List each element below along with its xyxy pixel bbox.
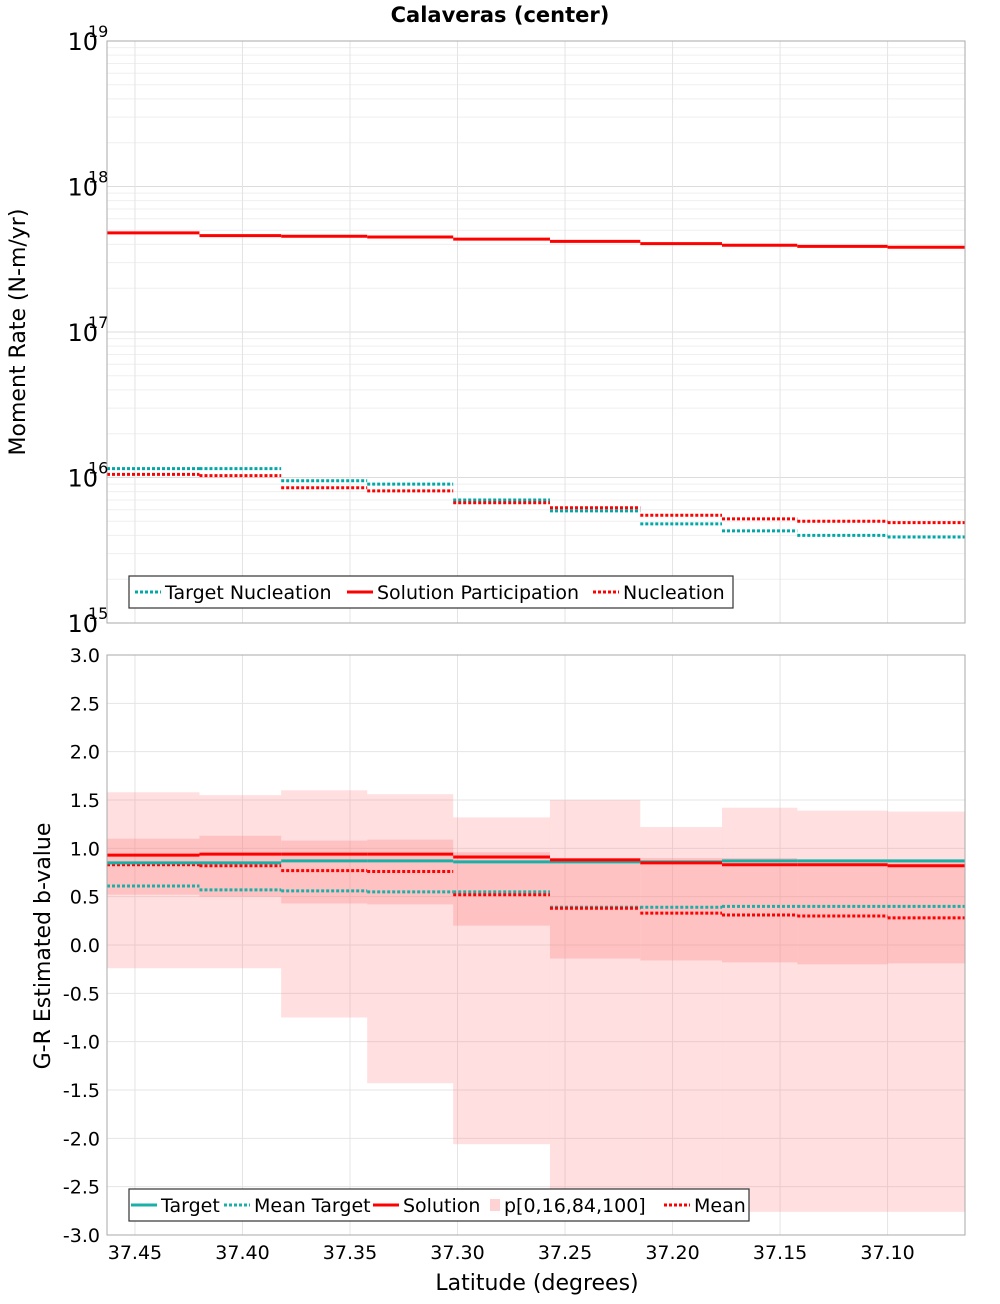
y-tick-label: -3.0 xyxy=(63,1225,100,1247)
y-tick-label-base: 10 xyxy=(67,319,98,347)
x-tick-label: 37.20 xyxy=(645,1242,699,1264)
legend-box xyxy=(128,575,734,609)
legend-label: Mean Target xyxy=(254,1195,371,1217)
top-plot-frame xyxy=(106,40,966,624)
band-p0-p100 xyxy=(797,810,888,1212)
legend-label: Mean xyxy=(694,1195,746,1217)
y-tick-label: 2.5 xyxy=(70,693,100,715)
y-tick-label: -0.5 xyxy=(63,983,100,1005)
y-tick-label: -1.5 xyxy=(63,1080,100,1102)
y-tick-label-exponent: 17 xyxy=(88,313,108,332)
y-tick-label: -1.0 xyxy=(63,1032,100,1054)
top-panel-y-axis-label: Moment Rate (N-m/yr) xyxy=(6,209,31,456)
y-tick-label: 0.5 xyxy=(70,887,100,909)
y-tick-label: 2.0 xyxy=(70,742,100,764)
x-tick-label: 37.30 xyxy=(430,1242,484,1264)
bottom-legend: Target Mean Target Solution p[0,16,84,100] M… xyxy=(128,1188,750,1222)
chart-title: Calaveras (center) xyxy=(391,3,610,27)
legend-label: Target Nucleation xyxy=(164,582,332,604)
x-tick-label: 37.40 xyxy=(215,1242,269,1264)
band-p0-p100 xyxy=(640,827,723,1212)
band-p0-p100 xyxy=(281,790,368,1018)
band-p0-p100 xyxy=(199,795,282,969)
y-tick-label-base: 10 xyxy=(67,465,98,493)
x-tick-label: 37.35 xyxy=(323,1242,377,1264)
band-p0-p100 xyxy=(107,792,200,969)
x-tick-label: 37.25 xyxy=(538,1242,592,1264)
y-tick-label: 3.0 xyxy=(70,645,100,667)
y-tick-label-base: 10 xyxy=(67,174,98,202)
band-p16-p84 xyxy=(887,859,965,964)
y-tick-label: 0.0 xyxy=(70,935,100,957)
band-p16-p84 xyxy=(722,858,798,963)
y-tick-label-exponent: 18 xyxy=(88,168,108,187)
y-tick-label-exponent: 19 xyxy=(88,22,108,41)
top-legend: Target Nucleation Solution Participation N… xyxy=(128,575,734,609)
y-tick-label-base: 10 xyxy=(67,610,98,638)
legend-label: Target xyxy=(160,1195,220,1217)
y-tick-label: 1.0 xyxy=(70,838,100,860)
x-tick-label: 37.10 xyxy=(860,1242,914,1264)
legend-label: p[0,16,84,100] xyxy=(504,1195,646,1217)
plot-layer: 101910181017101610153.02.52.01.51.00.50.… xyxy=(63,22,966,1264)
y-tick-label-base: 10 xyxy=(67,28,98,56)
legend-box xyxy=(128,1188,750,1222)
legend-label: Solution xyxy=(403,1195,480,1217)
x-axis-label: Latitude (degrees) xyxy=(435,1271,638,1296)
y-tick-label: -2.0 xyxy=(63,1128,100,1150)
band-p0-p100 xyxy=(453,817,550,1145)
x-tick-label: 37.45 xyxy=(108,1242,162,1264)
y-tick-label: 1.5 xyxy=(70,790,100,812)
band-p16-p84 xyxy=(797,859,888,965)
legend-label: Solution Participation xyxy=(377,582,579,604)
y-tick-label-exponent: 16 xyxy=(88,459,108,478)
x-tick-label: 37.15 xyxy=(753,1242,807,1264)
bottom-plot-frame xyxy=(106,654,966,1236)
band-p0-p100 xyxy=(887,811,965,1212)
band-p0-p100 xyxy=(549,800,641,1212)
legend-label: Nucleation xyxy=(623,582,725,604)
band-p0-p100 xyxy=(367,794,454,1084)
y-tick-label: -2.5 xyxy=(63,1177,100,1199)
band-p0-p100 xyxy=(722,807,798,1212)
y-tick-label-exponent: 15 xyxy=(88,604,108,623)
band-p16-p84 xyxy=(453,852,550,926)
legend-swatch xyxy=(490,1199,500,1211)
band-p16-p84 xyxy=(640,858,723,961)
bottom-panel-y-axis-label: G-R Estimated b-value xyxy=(31,823,56,1070)
